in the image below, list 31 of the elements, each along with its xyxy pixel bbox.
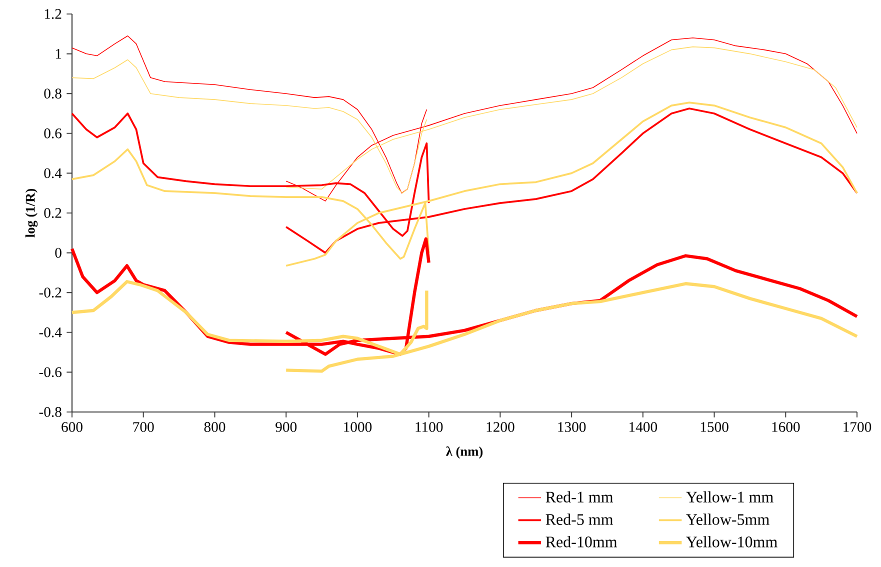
legend-label: Red-10mm	[546, 536, 618, 548]
x-tick-label: 1300	[558, 422, 586, 432]
y-axis-title: log (1/R)	[25, 188, 38, 238]
legend-label: Yellow-10mm	[686, 536, 778, 548]
y-tick-label: -0.4	[39, 327, 62, 338]
legend-label: Yellow-5mm	[686, 514, 770, 525]
y-tick-label: 1.2	[44, 9, 62, 19]
x-tick-label: 800	[204, 422, 226, 432]
x-axis-title: λ (nm)	[446, 446, 483, 459]
y-tick-label: -0.8	[39, 407, 62, 417]
x-tick-label: 1200	[486, 422, 514, 432]
y-tick-label: -0.6	[39, 367, 62, 378]
y-tick-label: 0.2	[44, 208, 62, 218]
x-tick-label: 600	[62, 422, 82, 432]
y-tick-label: -0.2	[39, 288, 62, 298]
y-tick-label: 0.4	[44, 168, 62, 178]
x-tick-label: 1000	[344, 422, 372, 432]
x-tick-label: 1600	[772, 422, 800, 432]
y-tick-label: 1	[56, 48, 62, 59]
y-tick-label: 0	[55, 248, 62, 258]
x-tick-label: 1100	[416, 422, 443, 432]
legend-label: Red-1 mm	[546, 491, 614, 502]
legend-label: Yellow-1 mm	[686, 491, 774, 502]
y-tick-label: 0.8	[44, 88, 62, 99]
x-tick-label: 1500	[700, 422, 728, 432]
x-tick-label: 700	[133, 422, 154, 432]
x-tick-label: 1400	[630, 422, 658, 432]
legend-label: Red-5 mm	[546, 514, 614, 525]
y-tick-label: 0.6	[44, 128, 62, 138]
x-tick-label: 900	[276, 422, 297, 432]
x-tick-label: 1700	[844, 422, 872, 432]
